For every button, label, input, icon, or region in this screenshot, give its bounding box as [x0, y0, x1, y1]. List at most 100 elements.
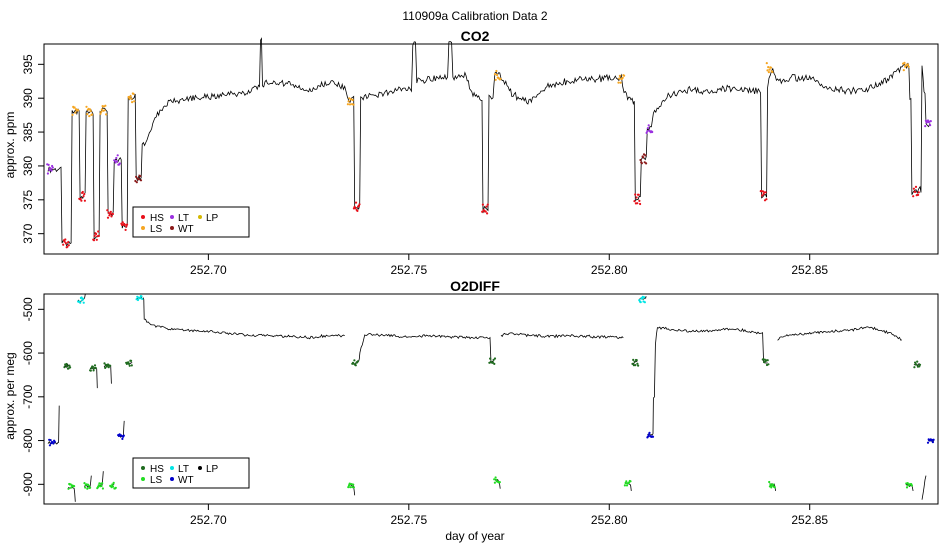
o2diff-series-line: [777, 326, 902, 341]
co2-y-tick-label: 385: [21, 122, 35, 142]
o2diff-y-axis-label: approx. per meg: [3, 352, 17, 439]
co2-chart-title: CO2: [461, 28, 490, 44]
o2diff-series-line: [136, 296, 345, 340]
co2-cal-point-ls: [346, 97, 355, 106]
o2diff-cal-point-wt: [926, 438, 935, 444]
co2-cal-point-wt: [639, 153, 648, 165]
co2-cal-point-lt: [46, 163, 54, 175]
co2-cal-point-hs: [759, 190, 768, 202]
co2-cal-point-ls: [85, 105, 94, 118]
legend-label-lt: LT: [178, 213, 189, 224]
o2diff-cal-point-ls: [67, 482, 76, 490]
o2diff-legend: HS LT LP LS WT: [132, 457, 250, 489]
o2diff-cal-point-ls: [768, 480, 776, 489]
o2diff-cal-point-ls: [83, 482, 92, 490]
legend-marker-wt: [170, 226, 174, 230]
o2diff-series-line: [921, 475, 927, 500]
co2-cal-point-hs: [78, 190, 86, 202]
co2-cal-point-lt: [924, 119, 932, 128]
o2diff-cal-point-hs: [63, 362, 72, 370]
o2diff-x-tick-label: 252.70: [190, 513, 227, 527]
co2-cal-point-lt: [645, 124, 654, 134]
o2diff-cal-point-lt: [135, 295, 144, 302]
o2diff-cal-point-hs: [631, 358, 640, 367]
o2diff-cal-point-ls: [109, 481, 117, 490]
co2-data-layer: [46, 37, 932, 249]
co2-cal-point-hs: [481, 203, 489, 215]
co2-cal-point-hs: [352, 201, 361, 212]
co2-cal-point-ls: [493, 69, 502, 81]
legend-marker-lt: [170, 215, 174, 219]
o2diff-cal-point-ls: [96, 482, 104, 490]
co2-cal-point-hs: [120, 221, 129, 231]
o2diff-cal-point-hs: [125, 359, 133, 367]
legend-label-lt: LT: [178, 464, 189, 475]
o2diff-panel: O2DIFF approx. per meg day of year 252.7…: [3, 278, 939, 543]
co2-cal-point-hs: [633, 193, 642, 206]
o2diff-y-tick-label: -500: [21, 297, 35, 321]
legend-label-lp: LP: [206, 464, 219, 475]
co2-cal-point-hs: [912, 185, 920, 198]
o2diff-legend-box: [132, 457, 250, 489]
co2-cal-point-lt: [113, 154, 121, 166]
o2diff-cal-point-wt: [117, 433, 125, 440]
o2diff-cal-point-hs: [351, 359, 359, 367]
co2-x-tick-label: 252.80: [591, 263, 628, 277]
legend-label-ls: LS: [150, 475, 163, 486]
co2-y-axis-label: approx. ppm: [3, 112, 17, 179]
o2diff-cal-point-wt: [646, 431, 655, 439]
legend-label-lp: LP: [206, 213, 219, 224]
o2diff-cal-point-hs: [488, 357, 497, 365]
co2-cal-point-hs: [92, 230, 100, 242]
co2-legend-box: [132, 206, 250, 238]
o2diff-x-tick-label: 252.75: [390, 513, 427, 527]
legend-label-wt: WT: [178, 475, 194, 486]
co2-cal-point-ls: [902, 61, 910, 72]
co2-cal-point-hs: [62, 238, 70, 249]
co2-legend: HS LT LP LS WT: [132, 206, 250, 238]
o2diff-cal-point-ls: [905, 482, 914, 489]
legend-label-wt: WT: [178, 224, 194, 235]
o2diff-y-tick-label: -600: [21, 341, 35, 365]
o2diff-series-line: [352, 332, 494, 365]
figure-title: 110909a Calibration Data 2: [402, 9, 548, 23]
co2-x-tick-label: 252.85: [791, 263, 828, 277]
o2diff-series-line: [500, 332, 624, 340]
co2-axes: 252.70 252.75 252.80 252.85 370 375 380 385 390 3…: [21, 54, 828, 277]
co2-x-tick-label: 252.75: [390, 263, 427, 277]
o2diff-cal-point-ls: [493, 476, 501, 484]
co2-cal-point-ls: [99, 104, 108, 116]
o2diff-y-tick-label: -900: [21, 472, 35, 496]
o2diff-axes: 252.70 252.75 252.80 252.85 -900 -800 -700 -600…: [21, 297, 828, 527]
legend-marker-lp: [198, 215, 202, 219]
legend-label-ls: LS: [150, 224, 163, 235]
legend-marker-ls: [141, 226, 145, 230]
legend-marker-lp: [198, 466, 202, 470]
o2diff-y-tick-label: -800: [21, 428, 35, 452]
co2-y-tick-label: 390: [21, 88, 35, 108]
co2-cal-point-ls: [127, 92, 136, 104]
co2-y-tick-label: 370: [21, 223, 35, 243]
co2-cal-point-hs: [106, 209, 114, 219]
o2diff-cal-point-wt: [48, 438, 56, 447]
o2diff-cal-point-hs: [89, 364, 97, 372]
o2diff-cal-point-hs: [103, 362, 112, 369]
co2-cal-point-ls: [765, 62, 774, 74]
o2diff-cal-point-ls: [347, 482, 355, 489]
legend-marker-wt: [170, 477, 174, 481]
o2diff-y-tick-label: -700: [21, 384, 35, 408]
o2diff-series-line: [47, 405, 60, 445]
o2diff-x-tick-label: 252.85: [791, 513, 828, 527]
o2diff-data-layer: [47, 293, 935, 502]
legend-marker-hs: [141, 466, 145, 470]
co2-cal-point-ls: [617, 74, 626, 84]
co2-x-tick-label: 252.70: [190, 263, 227, 277]
co2-y-tick-label: 380: [21, 156, 35, 176]
o2diff-cal-point-hs: [761, 358, 770, 367]
o2diff-cal-point-lt: [77, 296, 85, 304]
co2-y-tick-label: 375: [21, 189, 35, 209]
co2-panel: CO2 approx. ppm 252.70 252.75 252.80 252.85…: [3, 28, 939, 277]
o2diff-cal-point-hs: [913, 360, 922, 369]
o2diff-x-tick-label: 252.80: [591, 513, 628, 527]
